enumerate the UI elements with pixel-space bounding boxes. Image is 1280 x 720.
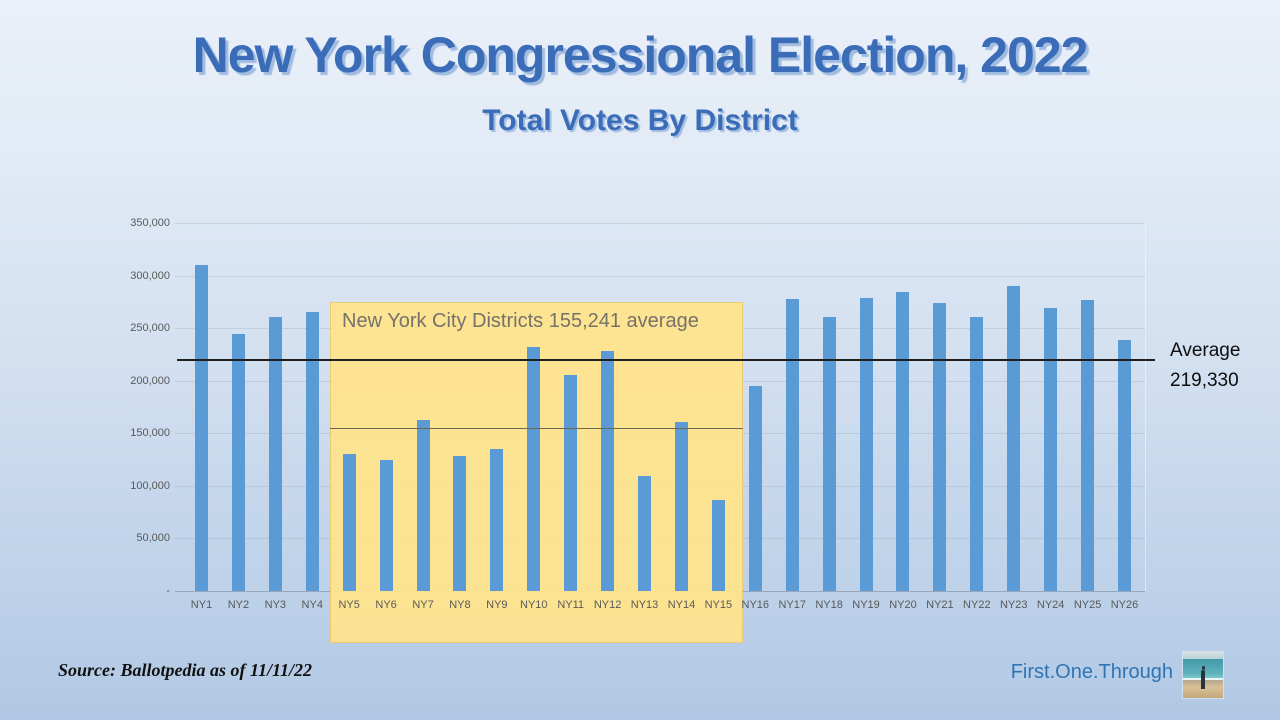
x-axis-label-NY23: NY23 bbox=[999, 599, 1028, 611]
bar-NY25 bbox=[1081, 299, 1095, 591]
bar-NY12 bbox=[601, 351, 615, 591]
y-axis-label: 100,000 bbox=[130, 479, 170, 492]
nyc-average-line bbox=[330, 427, 743, 429]
bar-NY23 bbox=[1007, 286, 1021, 591]
beach-photo-logo-icon bbox=[1183, 652, 1223, 698]
x-axis-label-NY4: NY4 bbox=[301, 599, 323, 611]
bar-NY10 bbox=[527, 347, 541, 591]
bar-NY15 bbox=[711, 499, 725, 591]
x-axis-label-NY14: NY14 bbox=[667, 599, 696, 611]
bar-NY1 bbox=[195, 265, 208, 591]
y-axis-label: - bbox=[166, 585, 170, 597]
x-axis-label-NY10: NY10 bbox=[520, 599, 548, 611]
brand-text: First.One.Through bbox=[1010, 661, 1173, 683]
bar-NY4 bbox=[305, 312, 319, 591]
bar-NY16 bbox=[748, 385, 762, 591]
average-annotation-line2: 219,330 bbox=[1170, 370, 1239, 392]
plot-right-edge bbox=[1145, 223, 1146, 591]
x-axis-label-NY21: NY21 bbox=[926, 599, 954, 611]
average-annotation: Average 219,330 bbox=[1170, 336, 1240, 396]
x-axis-label-NY9: NY9 bbox=[486, 599, 508, 611]
logo-sand bbox=[1183, 680, 1223, 698]
x-axis-label-NY8: NY8 bbox=[449, 599, 471, 611]
x-axis-label-NY12: NY12 bbox=[593, 599, 622, 611]
x-axis-label-NY18: NY18 bbox=[815, 599, 843, 611]
x-axis-label-NY1: NY1 bbox=[190, 599, 213, 611]
y-axis-label: 350,000 bbox=[130, 217, 170, 229]
bar-NY9 bbox=[490, 449, 504, 591]
x-axis-label-NY15: NY15 bbox=[704, 599, 733, 611]
average-line bbox=[177, 359, 1155, 362]
x-axis-label-NY7: NY7 bbox=[412, 599, 434, 611]
y-axis-label: 50,000 bbox=[136, 532, 170, 545]
bar-NY19 bbox=[859, 297, 873, 591]
bar-NY5 bbox=[342, 454, 356, 591]
x-axis-label-NY11: NY11 bbox=[557, 599, 585, 611]
logo-sky bbox=[1183, 652, 1223, 660]
gridline bbox=[175, 223, 1145, 224]
bar-NY22 bbox=[970, 316, 984, 591]
gridline bbox=[175, 275, 1145, 277]
bar-NY20 bbox=[896, 292, 910, 591]
x-axis-label-NY17: NY17 bbox=[778, 599, 806, 611]
bar-NY6 bbox=[379, 459, 393, 591]
source-note: Source: Ballotpedia as of 11/11/22 bbox=[58, 660, 313, 680]
logo-person bbox=[1201, 666, 1205, 690]
bar-NY2 bbox=[231, 334, 245, 591]
x-axis-label-NY2: NY2 bbox=[227, 599, 250, 611]
x-axis-label-NY26: NY26 bbox=[1110, 599, 1139, 611]
x-axis-label-NY25: NY25 bbox=[1073, 599, 1102, 611]
y-axis-label: 300,000 bbox=[130, 269, 170, 282]
bar-NY24 bbox=[1044, 308, 1058, 591]
bar-NY8 bbox=[453, 456, 467, 591]
bar-NY18 bbox=[822, 316, 836, 591]
x-axis-label-NY22: NY22 bbox=[963, 599, 991, 611]
x-axis-label-NY19: NY19 bbox=[852, 599, 880, 611]
bar-NY21 bbox=[933, 302, 947, 591]
x-axis-label-NY3: NY3 bbox=[264, 599, 287, 611]
page-title: New York Congressional Election, 2022 bbox=[192, 27, 1089, 83]
y-axis-label: 250,000 bbox=[130, 322, 170, 335]
x-axis-label-NY5: NY5 bbox=[338, 599, 360, 611]
x-axis-label-NY24: NY24 bbox=[1036, 599, 1065, 611]
y-axis-label: 150,000 bbox=[130, 427, 170, 440]
nyc-highlight-label: New York City Districts 155,241 average bbox=[342, 310, 699, 332]
x-axis-label-NY20: NY20 bbox=[889, 599, 917, 611]
bar-NY7 bbox=[416, 419, 430, 591]
bar-NY3 bbox=[268, 316, 282, 591]
x-axis-label-NY6: NY6 bbox=[375, 599, 397, 611]
page-subtitle: Total Votes By District bbox=[482, 104, 798, 137]
bar-NY17 bbox=[785, 298, 799, 591]
bar-NY13 bbox=[638, 476, 652, 591]
y-axis-label: 200,000 bbox=[130, 374, 170, 387]
x-axis-label-NY16: NY16 bbox=[741, 599, 770, 611]
bar-NY14 bbox=[674, 421, 688, 591]
x-axis-label-NY13: NY13 bbox=[630, 599, 659, 611]
average-annotation-line1: Average bbox=[1170, 340, 1241, 362]
bar-NY26 bbox=[1118, 339, 1131, 591]
bar-NY11 bbox=[564, 375, 578, 591]
